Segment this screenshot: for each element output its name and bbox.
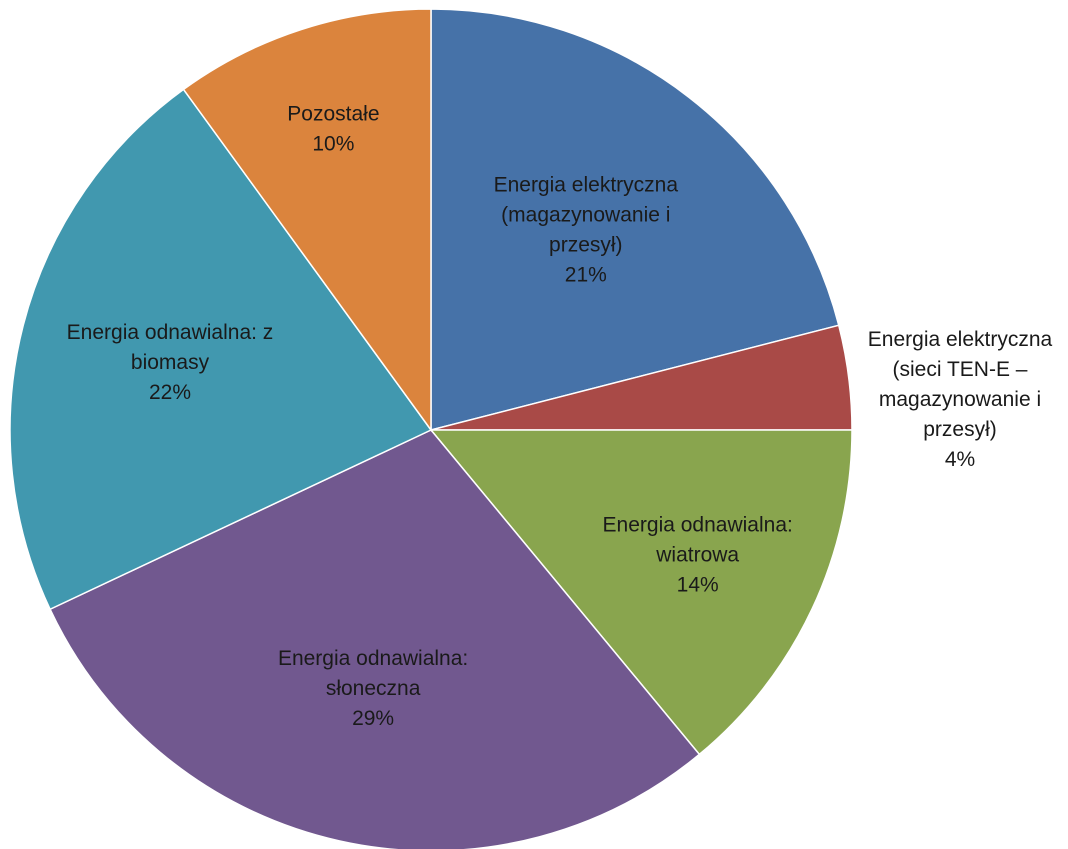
pie-slice-3 (49, 429, 701, 849)
slice-category-label: biomasy (131, 351, 210, 374)
slice-label-4: Energia odnawialna: z biomasy 22% (67, 321, 274, 404)
slice-value-label: 21% (565, 263, 607, 286)
slice-category-label: Pozostałe (287, 102, 379, 125)
slice-category-label: Energia odnawialna: (603, 513, 793, 536)
slice-category-label: Energia odnawialna: (278, 646, 468, 669)
slice-category-label: przesył) (923, 418, 997, 441)
pie-slice-2 (429, 429, 853, 756)
pie-slice-5 (182, 8, 432, 433)
pie-slice-0 (430, 8, 840, 431)
pie-labels: Energia elektryczna (magazynowanie i przes… (67, 102, 1053, 729)
slice-value-label: 4% (945, 448, 975, 471)
slice-category-label: (sieci TEN-E – (893, 358, 1028, 381)
slice-label-3: Energia odnawialna: słoneczna 29% (278, 646, 468, 729)
slice-category-label: Energia elektryczna (494, 173, 679, 196)
slice-value-label: 14% (677, 573, 719, 596)
slice-category-label: przesył) (549, 233, 623, 256)
pie-slices (9, 8, 853, 849)
slice-label-0: Energia elektryczna (magazynowanie i przes… (494, 173, 679, 286)
slice-value-label: 22% (149, 381, 191, 404)
slice-category-label: magazynowanie i (879, 388, 1041, 411)
slice-label-1: Energia elektryczna (sieci TEN-E – magazyn… (868, 328, 1053, 471)
slice-label-5: Pozostałe 10% (287, 102, 379, 155)
slice-category-label: (magazynowanie i (501, 203, 670, 226)
slice-category-label: Energia elektryczna (868, 328, 1053, 351)
slice-value-label: 29% (352, 706, 394, 729)
slice-category-label: Energia odnawialna: z (67, 321, 274, 344)
slice-value-label: 10% (312, 132, 354, 155)
pie-slice-4 (9, 88, 433, 611)
slice-category-label: wiatrowa (655, 543, 739, 566)
slice-label-2: Energia odnawialna: wiatrowa 14% (603, 513, 793, 596)
slice-category-label: słoneczna (326, 676, 421, 699)
